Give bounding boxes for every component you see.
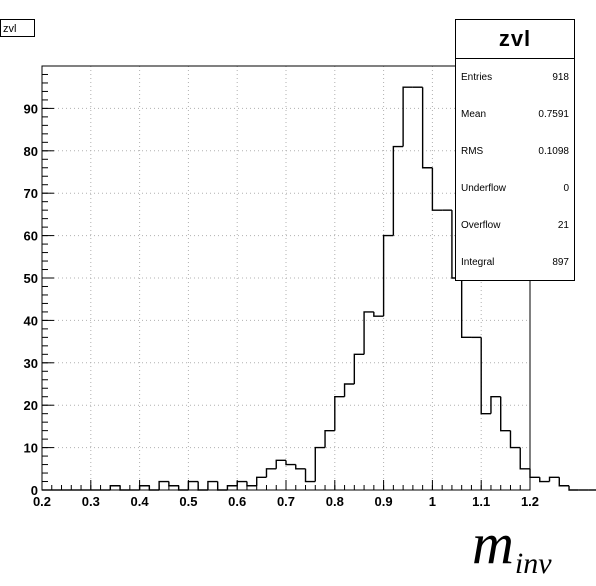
y-tick-label: 20 xyxy=(24,398,38,413)
x-tick-label: 1.1 xyxy=(472,494,490,509)
histogram-bin xyxy=(197,481,208,491)
x-tick-label: 0.6 xyxy=(228,494,246,509)
x-tick-label: 0.2 xyxy=(33,494,51,509)
histogram-bin xyxy=(353,353,365,384)
histogram-bin xyxy=(216,481,228,491)
histogram-bin xyxy=(285,460,296,466)
histogram-bin xyxy=(529,468,540,478)
histogram-bin xyxy=(490,396,501,414)
histogram-bin xyxy=(421,87,433,169)
stats-value: 897 xyxy=(552,257,569,268)
y-tick-label: 30 xyxy=(24,356,38,371)
x-axis-title: minv xyxy=(472,515,552,581)
histogram-bin xyxy=(568,485,579,491)
stats-row-integral: Integral 897 xyxy=(456,244,574,281)
histogram-bin xyxy=(480,337,491,415)
x-tick-label: 0.8 xyxy=(326,494,344,509)
histogram-bin xyxy=(265,468,277,478)
x-tick-label: 1.2 xyxy=(521,494,539,509)
histogram-bin xyxy=(392,145,404,236)
stats-label: Integral xyxy=(461,257,495,268)
y-tick-label: 90 xyxy=(24,101,38,116)
y-axis-ticks: 0 10 20 30 40 50 60 70 80 90 xyxy=(24,65,54,498)
stats-box: zvl Entries 918 Mean 0.7591 RMS 0.1098 U… xyxy=(455,19,575,281)
stats-label: Overflow xyxy=(461,220,501,231)
y-tick-label: 50 xyxy=(24,271,38,286)
histogram-bin xyxy=(324,429,335,448)
y-tick-label: 70 xyxy=(24,186,38,201)
histogram-bin xyxy=(187,480,199,490)
histogram-name-text: zvl xyxy=(3,23,17,35)
histogram-bin xyxy=(256,476,267,486)
histogram-bin xyxy=(382,234,394,317)
histogram-bin xyxy=(177,485,189,491)
stats-row-overflow: Overflow 21 xyxy=(456,207,574,244)
x-tick-label: 0.7 xyxy=(277,494,295,509)
histogram-bin xyxy=(363,311,374,355)
stats-row-entries: Entries 918 xyxy=(456,59,574,96)
histogram-bin xyxy=(168,481,179,487)
x-tick-label: 0.4 xyxy=(131,494,150,509)
histogram-bin xyxy=(236,480,247,486)
stats-title: zvl xyxy=(456,20,574,59)
histogram-bin xyxy=(373,311,384,317)
stats-row-underflow: Underflow 0 xyxy=(456,170,574,207)
y-tick-label: 0 xyxy=(31,483,38,498)
x-tick-label: 0.3 xyxy=(82,494,100,509)
stats-value: 0 xyxy=(563,183,569,194)
y-tick-label: 60 xyxy=(24,229,38,244)
histogram-bin xyxy=(119,485,130,491)
histogram-bin xyxy=(295,464,306,470)
histogram-bin xyxy=(431,167,443,211)
x-tick-label: 1 xyxy=(429,494,436,509)
x-axis-title-main: m xyxy=(472,511,514,576)
histogram-bin xyxy=(460,278,472,339)
x-tick-label: 0.5 xyxy=(179,494,197,509)
histogram-bin xyxy=(207,480,218,490)
y-tick-label: 80 xyxy=(24,144,38,159)
histogram-bin xyxy=(548,476,560,482)
stats-value: 21 xyxy=(557,220,569,231)
stats-value: 0.1098 xyxy=(538,146,569,157)
histogram-bin xyxy=(539,477,550,483)
histogram-bin xyxy=(304,468,316,483)
histogram-name-tag: zvl xyxy=(0,19,35,37)
stats-label: Underflow xyxy=(461,183,507,194)
histogram-bin xyxy=(558,477,570,487)
histogram-bin xyxy=(314,446,326,482)
stats-label: Mean xyxy=(461,109,487,120)
histogram-bin xyxy=(158,480,169,490)
x-tick-label: 0.9 xyxy=(375,494,393,509)
histogram-bin xyxy=(402,86,413,147)
stats-label: Entries xyxy=(461,72,493,83)
histogram-bin xyxy=(334,396,345,431)
stats-row-mean: Mean 0.7591 xyxy=(456,96,574,133)
stats-label: RMS xyxy=(461,146,484,157)
histogram-bin xyxy=(275,459,286,469)
x-axis-title-subscript: inv xyxy=(514,547,552,580)
histogram-bin xyxy=(500,396,511,432)
y-tick-label: 10 xyxy=(24,441,38,456)
histogram-bin xyxy=(109,485,121,490)
x-axis-ticks: 0.2 0.3 0.4 0.5 0.6 0.7 0.8 0.9 1 1.1 1.2 xyxy=(33,480,539,509)
y-tick-label: 40 xyxy=(24,313,38,328)
histogram-bin xyxy=(246,481,257,487)
histogram-bin xyxy=(519,447,530,470)
stats-row-rms: RMS 0.1098 xyxy=(456,133,574,170)
stats-value: 918 xyxy=(552,72,569,83)
histogram-bin xyxy=(509,430,521,449)
histogram-bin xyxy=(138,485,150,490)
histogram-bin xyxy=(226,485,238,490)
stats-value: 0.7591 xyxy=(538,109,569,120)
histogram-bin xyxy=(148,485,160,491)
histogram-bin xyxy=(343,383,355,397)
